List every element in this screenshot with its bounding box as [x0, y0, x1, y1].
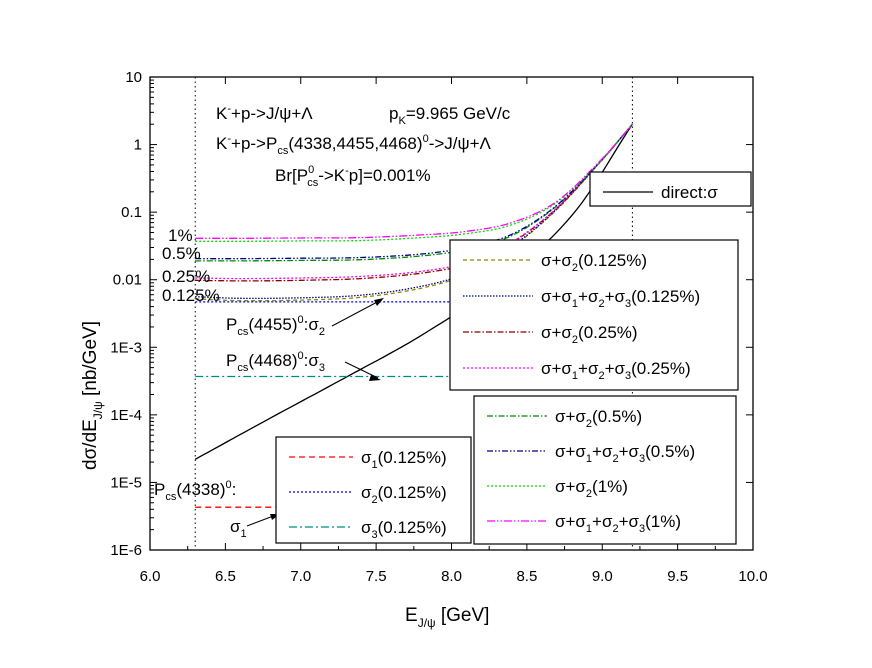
legend-frame — [473, 395, 737, 545]
reaction-2-annotation: K-+p->Pcs(4338,4455,4468)0->J/ψ+Λ — [216, 133, 492, 157]
legend-frame — [449, 239, 739, 391]
legend-frame — [275, 436, 472, 544]
legend-label: σ+σ2(1%) — [555, 477, 628, 500]
series-line-2 — [195, 123, 633, 300]
legend-box-0: direct:σ — [589, 171, 752, 207]
annotations: K-+p->J/ψ+Λ pK=9.965 GeV/c K-+p->Pcs(433… — [154, 103, 511, 540]
legend-label: σ3(0.125%) — [361, 518, 447, 541]
x-tick-label: 9.0 — [592, 568, 613, 585]
arrow-p4455-head — [374, 298, 384, 306]
pct-label-025: 0.25% — [162, 267, 210, 286]
x-tick-label: 8.5 — [516, 568, 537, 585]
legend-label: σ+σ2(0.25%) — [541, 323, 638, 346]
pct-label-05: 0.5% — [162, 244, 201, 263]
y-tick-label: 1E-5 — [110, 474, 142, 491]
y-tick-label: 1E-6 — [110, 542, 142, 559]
arrow-p4468-head — [369, 375, 381, 381]
series-line-7 — [195, 123, 633, 242]
p4338-annotation: Pcs(4338)0: — [154, 479, 236, 503]
x-tick-label: 7.0 — [290, 568, 311, 585]
y-axis-label: dσ/dEJ/ψ [nb/GeV] — [80, 321, 105, 470]
legend-label: σ+σ1+σ2+σ3(0.25%) — [541, 359, 691, 382]
x-tick-label: 8.0 — [441, 568, 462, 585]
x-tick-label: 9.5 — [667, 568, 688, 585]
y-tick-label: 1E-3 — [110, 339, 142, 356]
arrow-p4468 — [344, 361, 379, 379]
reaction-1-annotation: K-+p->J/ψ+Λ — [216, 103, 313, 123]
y-tick-label: 0.01 — [113, 272, 142, 289]
pct-label-1: 1% — [168, 226, 193, 245]
x-tick-label: 7.5 — [366, 568, 387, 585]
x-tick-label: 6.0 — [140, 568, 161, 585]
series-line-0 — [194, 123, 633, 460]
legend-box-1: σ+σ2(0.125%) σ+σ1+σ2+σ3(0.125%) σ+σ2(0.25%… — [449, 239, 739, 391]
legend-box-3: σ1(0.125%) σ2(0.125%) σ3(0.125%) — [275, 436, 472, 544]
y-tick-label: 1E-4 — [110, 407, 142, 424]
p4455-annotation: Pcs(4455)0:σ2 — [226, 314, 325, 338]
series-line-6 — [195, 123, 633, 260]
legend-box-2: σ+σ2(0.5%) σ+σ1+σ2+σ3(0.5%) σ+σ2(1%) σ+σ1+σ… — [473, 395, 737, 545]
svg-text:dσ/dEJ/ψ [nb/GeV]: dσ/dEJ/ψ [nb/GeV] — [80, 321, 105, 470]
legend-label: σ+σ2(0.5%) — [555, 407, 642, 430]
legend-label: σ+σ1+σ2+σ3(0.125%) — [541, 287, 700, 310]
y-tick-label: 1 — [134, 137, 142, 154]
legend-label: σ1(0.125%) — [361, 448, 447, 471]
series-line-5 — [195, 123, 633, 262]
legend-label: σ+σ2(0.125%) — [541, 251, 647, 274]
branching-ratio-annotation: Br[P0 cs->K-p]=0.001% — [275, 164, 431, 189]
legend-frame — [589, 171, 752, 207]
pct-label-0125: 0.125% — [162, 286, 220, 305]
annotation-arrows — [246, 298, 384, 527]
axis-layer: 6.0 6.5 7.0 7.5 8.0 8.5 9.0 9.5 10.0 1E-6 1E-5 1E-4… — [110, 69, 767, 585]
series-line-8 — [195, 123, 633, 239]
svg-text:EJ/ψ [GeV]: EJ/ψ [GeV] — [405, 605, 489, 630]
legend-label: σ+σ1+σ2+σ3(0.5%) — [555, 442, 695, 465]
legend-label: σ+σ1+σ2+σ3(1%) — [555, 512, 681, 535]
x-axis-label: EJ/ψ [GeV] — [405, 605, 489, 630]
y-tick-label: 0.1 — [121, 204, 142, 221]
x-tick-label: 6.5 — [215, 568, 236, 585]
y-tick-label: 10 — [125, 69, 142, 86]
p4468-annotation: Pcs(4468)0:σ3 — [226, 350, 325, 374]
x-tick-label: 10.0 — [738, 568, 767, 585]
legend-label: direct:σ — [661, 183, 718, 202]
legend-layer: direct:σσ+σ2(0.125%)σ+σ1+σ2+σ3(0.125%)σ+… — [275, 171, 752, 545]
arrow-p4455 — [331, 299, 382, 327]
sigma1-annotation: σ1 — [230, 517, 247, 540]
legend-label: σ2(0.125%) — [361, 483, 447, 506]
momentum-annotation: pK=9.965 GeV/c — [389, 104, 511, 127]
series-line-4 — [195, 123, 633, 280]
